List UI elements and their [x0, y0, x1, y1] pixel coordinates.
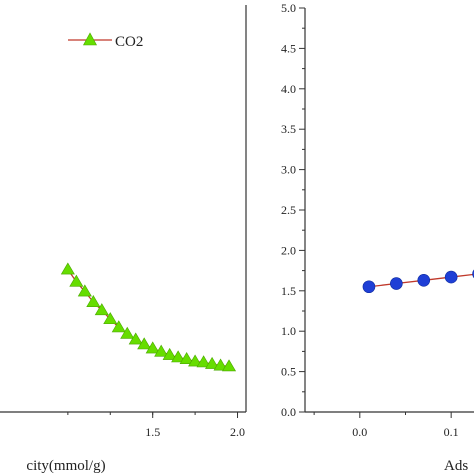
co2-data-point: [128, 332, 143, 345]
right-y-tick-label: 3.5: [281, 122, 296, 136]
co2-data-point: [222, 359, 237, 372]
legend: CO2: [68, 32, 143, 50]
left-chart-panel: 1.5 2.0 city(mmol/g) CO2: [0, 5, 247, 474]
co2-data-point: [162, 347, 177, 360]
co2-data-point: [120, 326, 135, 339]
co2-data-point: [154, 344, 169, 357]
co2-data-point: [77, 284, 92, 297]
legend-triangle-marker: [82, 32, 98, 46]
right-data-point: [417, 273, 431, 287]
right-x-tick-label: 0.0: [352, 425, 367, 439]
co2-data-point: [111, 320, 126, 333]
left-x-tick-label: 1.5: [145, 425, 160, 439]
co2-data-point: [213, 358, 228, 371]
right-y-tick-label: 3.0: [281, 163, 296, 177]
right-y-tick-label: 2.0: [281, 243, 296, 257]
left-x-axis-title: city(mmol/g): [26, 458, 105, 474]
right-y-tick-label: 0.0: [281, 405, 296, 419]
co2-data-point: [179, 351, 194, 364]
co2-data-point: [145, 341, 160, 354]
co2-data-point: [103, 312, 118, 325]
co2-data-point: [94, 303, 109, 316]
co2-data-point: [86, 295, 101, 307]
right-data-point: [444, 270, 458, 284]
right-y-tick-label: 1.0: [281, 324, 296, 338]
co2-data-point: [171, 350, 186, 363]
co2-data-point: [137, 337, 152, 350]
right-y-tick-label: 4.5: [281, 41, 296, 55]
right-data-point: [390, 277, 403, 290]
co2-data-point: [196, 355, 211, 368]
right-data-point: [362, 280, 376, 294]
right-x-tick-label: 0.1: [444, 425, 459, 439]
right-x-axis-title: Ads: [444, 458, 468, 474]
right-y-tick-label: 5.0: [281, 1, 296, 15]
co2-data-point: [188, 354, 203, 367]
right-y-tick-label: 4.0: [281, 82, 296, 96]
co2-data-point: [69, 274, 84, 287]
left-x-tick-label: 2.0: [230, 425, 245, 439]
right-y-tick-label: 1.5: [281, 284, 296, 298]
co2-data-point: [205, 356, 220, 369]
right-chart-panel: 0.0 0.5 1.0 1.5 2.0 2.5 3.0 3.5 4.0 4.5 5.0 0.0 0.1 A…: [281, 1, 474, 474]
right-y-tick-label: 0.5: [281, 365, 296, 379]
legend-label-co2: CO2: [115, 34, 143, 50]
right-y-tick-label: 2.5: [281, 203, 296, 217]
co2-data-point: [60, 262, 75, 275]
